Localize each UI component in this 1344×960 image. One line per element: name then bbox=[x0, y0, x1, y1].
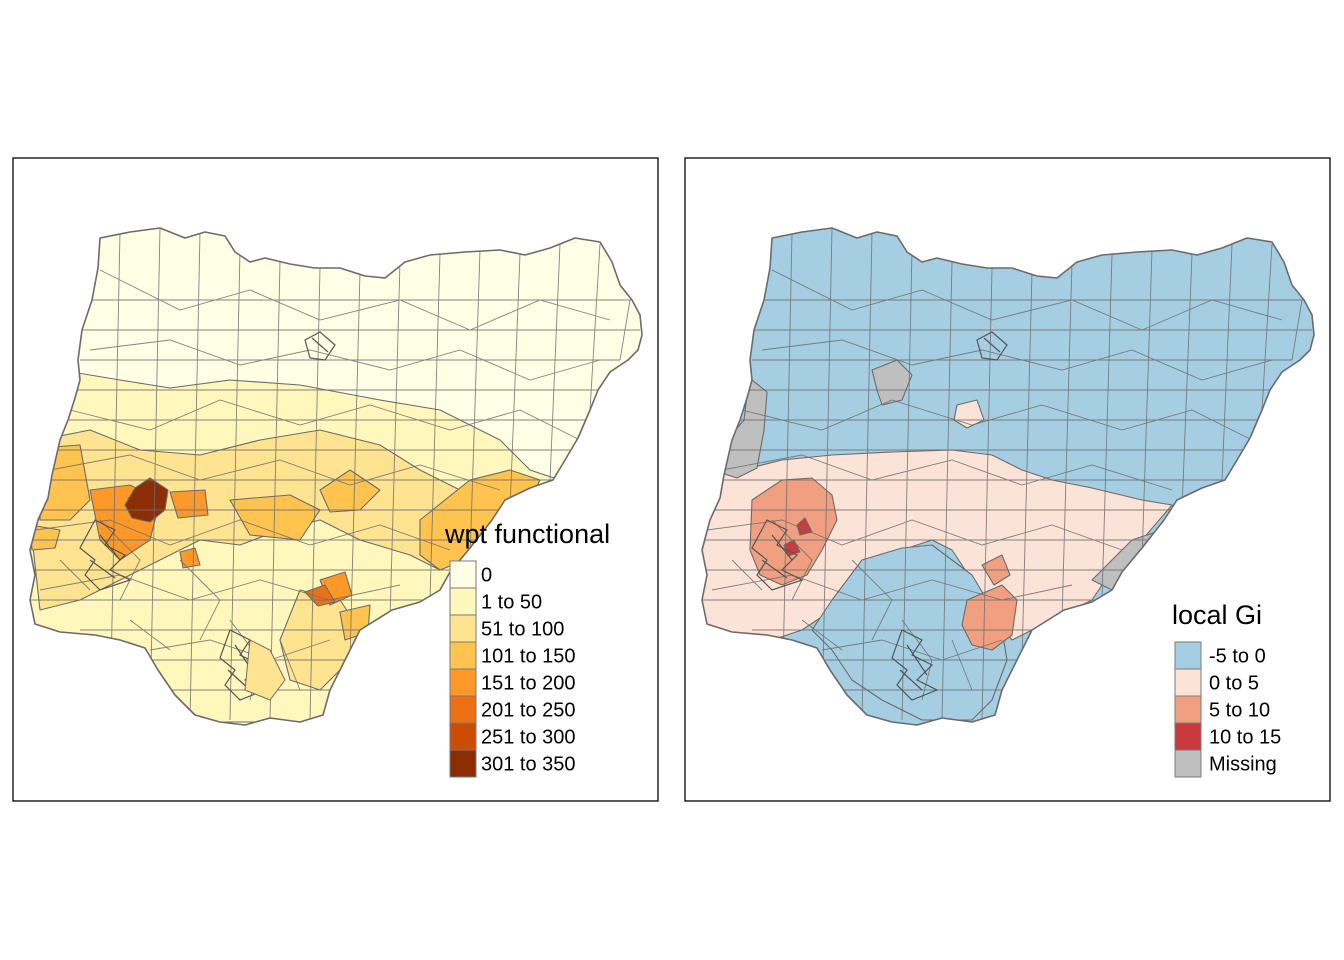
legend-swatch bbox=[449, 722, 477, 751]
legend-label: 0 bbox=[481, 565, 492, 587]
legend-label: 151 to 200 bbox=[481, 673, 576, 695]
legend-items: -5 to 0 0 to 5 5 to 10 10 to 15 Missing bbox=[1174, 641, 1281, 778]
legend-title: local Gi bbox=[1172, 600, 1262, 630]
legend-label: 201 to 250 bbox=[481, 700, 576, 722]
legend-swatch bbox=[449, 695, 477, 724]
map-panel-wpt-functional: wpt functional 0 1 to 50 51 to 100 101 to 1… bbox=[12, 157, 659, 802]
legend-swatch bbox=[449, 560, 477, 589]
legend-items: 0 1 to 50 51 to 100 101 to 150 151 to 200 201… bbox=[449, 560, 576, 778]
legend-label: 251 to 300 bbox=[481, 727, 576, 749]
legend-label: 101 to 150 bbox=[481, 646, 576, 668]
legend-swatch bbox=[1174, 641, 1202, 670]
legend-label: 10 to 15 bbox=[1209, 727, 1281, 749]
region-fill-5-10-west bbox=[749, 477, 838, 586]
region-fill-51-100-south-cluster bbox=[244, 639, 286, 701]
legend-label: Missing bbox=[1209, 754, 1277, 776]
legend-label: 51 to 100 bbox=[481, 619, 564, 641]
legend-label: -5 to 0 bbox=[1209, 646, 1266, 668]
dense-lga-clusters bbox=[751, 331, 1008, 701]
legend-swatch bbox=[1174, 668, 1202, 697]
legend-swatch bbox=[449, 668, 477, 697]
region-fill-5-10-east bbox=[961, 584, 1018, 651]
legend-swatch bbox=[1174, 722, 1202, 751]
legend-swatch bbox=[449, 749, 477, 778]
legend-swatch bbox=[1174, 695, 1202, 724]
legend-wpt-functional: wpt functional 0 1 to 50 51 to 100 101 to 1… bbox=[444, 519, 610, 778]
map-panel-local-gi: local Gi -5 to 0 0 to 5 5 to 10 10 to 15 Mis… bbox=[684, 157, 1331, 802]
legend-swatch bbox=[1174, 749, 1202, 778]
legend-swatch bbox=[449, 641, 477, 670]
legend-label: 5 to 10 bbox=[1209, 700, 1270, 722]
legend-label: 301 to 350 bbox=[481, 754, 576, 776]
legend-title: wpt functional bbox=[444, 519, 610, 549]
legend-label: 0 to 5 bbox=[1209, 673, 1259, 695]
legend-label: 1 to 50 bbox=[481, 592, 542, 614]
legend-swatch bbox=[449, 587, 477, 616]
region-fill-151-200-central bbox=[169, 489, 209, 519]
region-fill-151-200-small bbox=[179, 547, 201, 569]
legend-swatch bbox=[449, 614, 477, 643]
region-fill-101-150-mid bbox=[229, 494, 321, 541]
legend-local-gi: local Gi -5 to 0 0 to 5 5 to 10 10 to 15 Mis… bbox=[1172, 600, 1281, 778]
